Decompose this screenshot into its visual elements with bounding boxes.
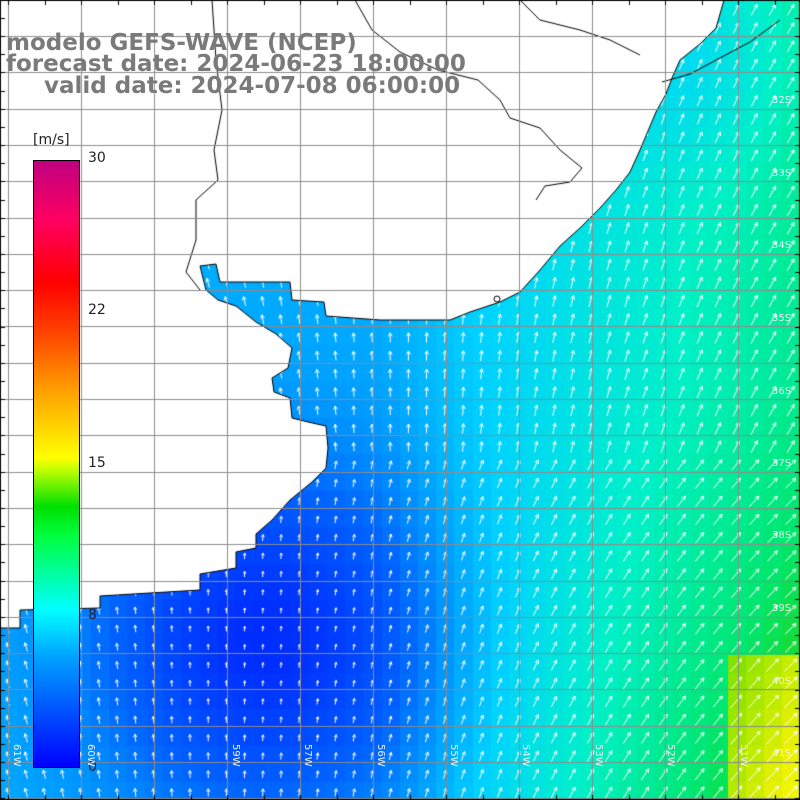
lat-label-41s: 41S [772,748,792,759]
colorbar [33,160,80,768]
lon-label-55w: 55W [448,744,459,767]
colorbar-unit: [m/s] [33,132,70,148]
lon-label-51w: 51W [738,744,749,767]
lon-label-59w: 59W [230,744,241,767]
lon-label-57w: 57W [302,744,313,767]
lat-label-32s: 32S [772,95,792,106]
lat-label-36s: 36S [772,386,792,397]
lat-label-40s: 40S [772,676,792,687]
lon-label-60w: 60W [85,744,96,767]
lon-label-56w: 56W [375,744,386,767]
lat-label-35s: 35S [772,313,792,324]
lat-label-38s: 38S [772,530,792,541]
lon-label-53w: 53W [593,744,604,767]
lon-label-54w: 54W [520,744,531,767]
colorbar-tick-15: 15 [88,455,106,471]
valid-date: valid date: 2024-07-08 06:00:00 [44,73,461,99]
lat-label-39s: 39S [772,603,792,614]
model-title: modelo GEFS-WAVE (NCEP) [6,30,357,56]
lon-label-52w: 52W [665,744,676,767]
lat-label-34s: 34S [772,240,792,251]
colorbar-tick-30: 30 [88,150,106,166]
lat-label-37s: 37S [772,458,792,469]
colorbar-tick-22: 22 [88,302,106,318]
lon-label-61w: 61W [11,744,22,767]
lat-label-33s: 33S [772,168,792,179]
forecast-date: forecast date: 2024-06-23 18:00:00 [6,51,466,77]
colorbar-tick-8: 8 [88,607,97,623]
colorbar-tick-0: 0 [88,759,97,775]
